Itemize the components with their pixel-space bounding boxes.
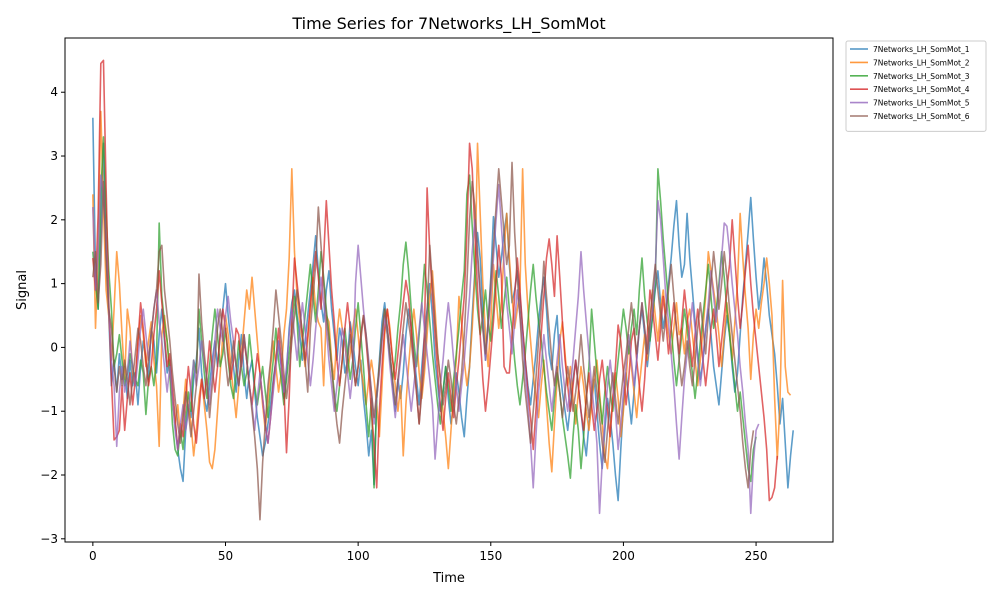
y-axis-ticks: −3 −2 −1 0 1 2 3 4 <box>40 85 65 546</box>
x-tick-label: 200 <box>612 549 635 563</box>
y-tick-label: 2 <box>50 213 58 227</box>
y-axis-label: Signal <box>15 270 30 310</box>
legend-entry: 7Networks_LH_SomMot_1 <box>873 45 970 54</box>
series-line-6 <box>92 161 755 521</box>
legend: 7Networks_LH_SomMot_1 7Networks_LH_SomMot… <box>845 40 987 132</box>
legend-entry: 7Networks_LH_SomMot_5 <box>873 99 970 108</box>
legend-entry: 7Networks_LH_SomMot_2 <box>873 58 970 67</box>
y-tick-label: −1 <box>40 404 58 418</box>
x-tick-label: 100 <box>347 549 370 563</box>
series-line-3 <box>92 136 757 489</box>
x-axis-label: Time <box>432 571 465 586</box>
legend-entry: 7Networks_LH_SomMot_6 <box>873 112 970 121</box>
legend-box <box>845 40 987 132</box>
series-lines <box>92 59 795 521</box>
legend-entry: 7Networks_LH_SomMot_4 <box>873 85 970 94</box>
plot-frame <box>64 37 834 543</box>
x-tick-label: 50 <box>218 549 233 563</box>
y-tick-label: 3 <box>50 149 58 163</box>
chart-title: Time Series for 7Networks_LH_SomMot <box>291 14 605 34</box>
x-tick-label: 0 <box>89 549 97 563</box>
x-axis-ticks: 0 50 100 150 200 250 <box>89 542 768 563</box>
x-tick-label: 250 <box>745 549 768 563</box>
y-tick-label: 0 <box>50 340 58 354</box>
legend-entry: 7Networks_LH_SomMot_3 <box>873 72 970 81</box>
y-tick-label: −2 <box>40 468 58 482</box>
x-tick-label: 150 <box>479 549 502 563</box>
series-line-4 <box>92 59 779 502</box>
y-tick-label: 4 <box>50 85 58 99</box>
y-tick-label: 1 <box>50 277 58 291</box>
y-tick-label: −3 <box>40 532 58 546</box>
